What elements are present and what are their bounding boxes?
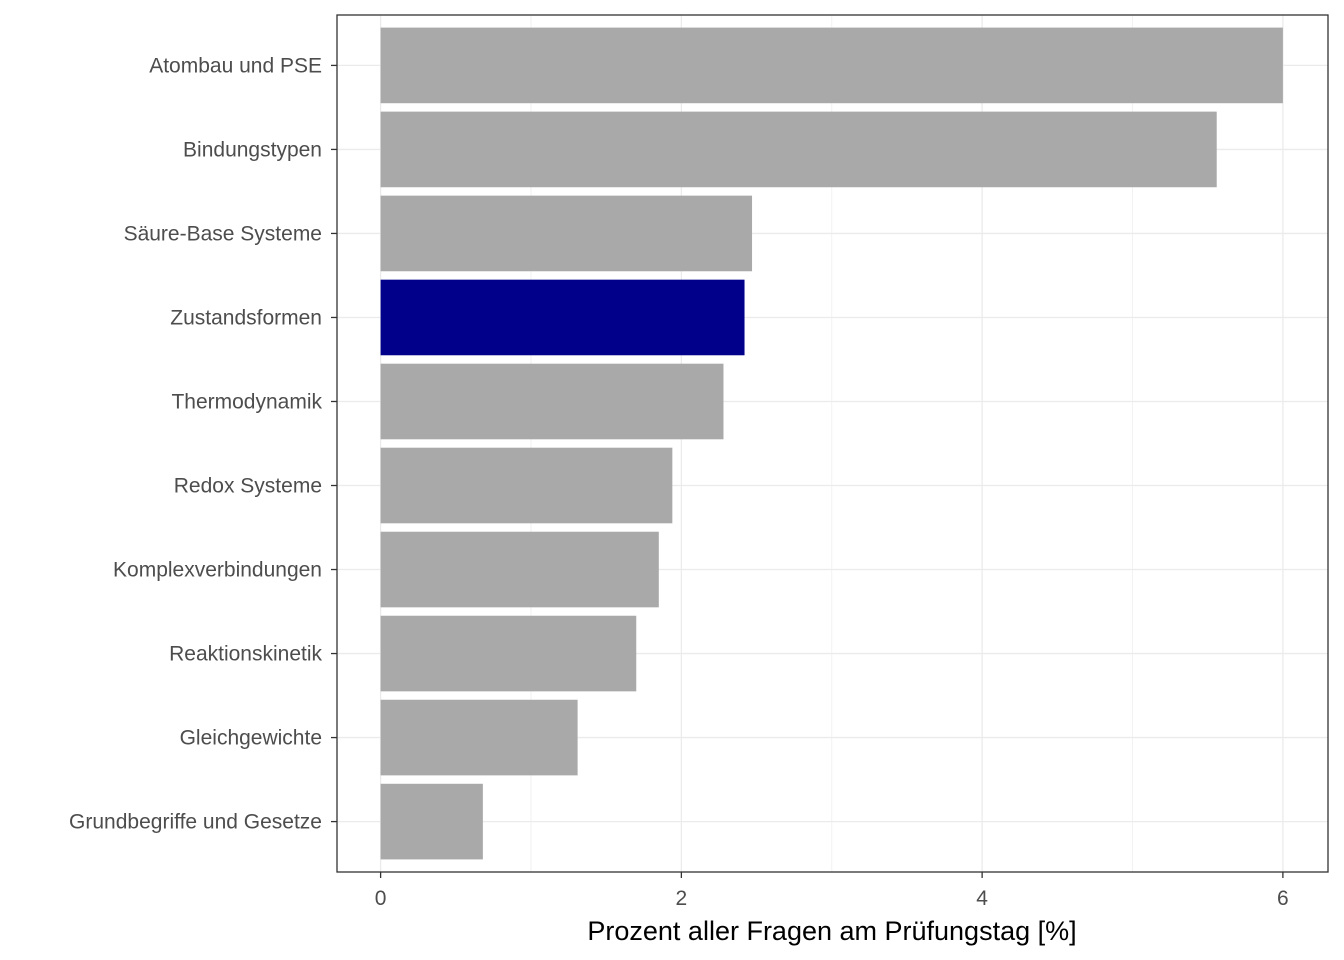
y-axis: Atombau und PSE Bindungstypen Säure-Base S… (69, 54, 337, 834)
x-axis: 0 2 4 6 (375, 872, 1289, 910)
x-tick-label: 6 (1277, 887, 1289, 910)
bar (380, 279, 745, 356)
x-tick-label: 4 (976, 887, 988, 910)
bar (380, 531, 659, 608)
bar (380, 363, 724, 440)
y-tick-label: Zustandsformen (170, 306, 322, 329)
x-tick-label: 0 (375, 887, 387, 910)
bar (380, 615, 637, 692)
bar (380, 195, 753, 272)
bar (380, 783, 483, 860)
y-tick-label: Reaktionskinetik (169, 643, 322, 666)
y-tick-label: Grundbegriffe und Gesetze (69, 811, 322, 834)
y-tick-label: Atombau und PSE (149, 54, 322, 77)
bar (380, 111, 1217, 188)
y-tick-label: Gleichgewichte (180, 727, 322, 750)
bars (380, 27, 1283, 860)
bar (380, 447, 673, 524)
x-axis-title: Prozent aller Fragen am Prüfungstag [%] (587, 916, 1076, 946)
x-tick-label: 2 (676, 887, 688, 910)
panel-border (336, 14, 1329, 873)
y-tick-label: Bindungstypen (183, 138, 322, 161)
y-tick-label: Thermodynamik (171, 390, 322, 413)
y-tick-label: Säure-Base Systeme (124, 222, 322, 245)
bar (380, 699, 578, 776)
y-tick-label: Komplexverbindungen (113, 559, 322, 582)
y-tick-label: Redox Systeme (174, 475, 322, 498)
bar (380, 27, 1283, 104)
